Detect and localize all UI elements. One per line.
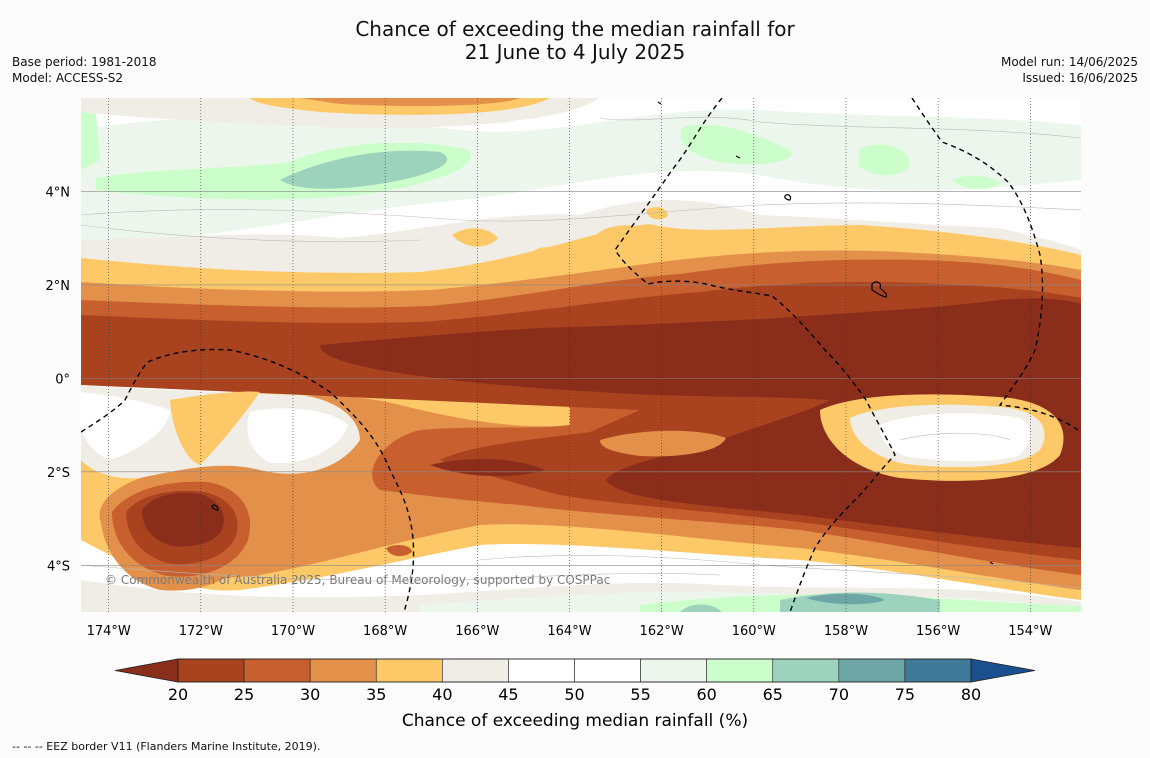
colorbar-segment-40-45 (442, 658, 509, 683)
colorbar-tick-label: 50 (564, 685, 584, 704)
lat-tick-label: 2°N (46, 279, 71, 294)
eez-border-west (81, 348, 415, 612)
colorbar-extend-low (114, 658, 179, 683)
colorbar-tick-label: 65 (763, 685, 783, 704)
colorbar (114, 658, 1036, 683)
colorbar-segment-30-35 (309, 658, 377, 683)
colorbar-tick-label: 45 (498, 685, 518, 704)
colorbar-segment-60-65 (706, 658, 774, 683)
band-45-55-west-edge (81, 392, 170, 460)
colorbar-segment-35-40 (375, 658, 443, 683)
title-line-1: Chance of exceeding the median rainfall … (355, 17, 795, 41)
grid-latitudes (81, 191, 1081, 566)
band-35-40-blob-d (646, 207, 668, 220)
colorbar-tick-label: 70 (829, 685, 849, 704)
rainfall-field: © Commonwealth of Australia 2025, Bureau… (81, 98, 1081, 612)
band-45-55-east-pocket (879, 413, 1031, 462)
base-period: Base period: 1981-2018 (12, 55, 157, 69)
colorbar-segment-50-55 (574, 658, 641, 683)
band-35-40-west-south (170, 391, 260, 465)
colorbar-segment-70-75 (838, 658, 906, 683)
colorbar-tick-label: 35 (366, 685, 386, 704)
colorbar-tick-label: 80 (961, 685, 981, 704)
colorbar-segment-75-80 (904, 658, 972, 683)
lon-tick-label: 160°W (732, 624, 776, 639)
colorbar-segment-25-30 (243, 658, 311, 683)
lat-tick-label: 4°N (46, 185, 71, 200)
latitude-tick-labels: 4°N 2°N 0° 2°S 4°S (46, 185, 71, 574)
band-below-20-sw (142, 492, 224, 547)
longitude-tick-labels: 174°W 172°W 170°W 168°W 166°W 164°W 162°W 160°W… (87, 624, 1053, 639)
colorbar-segment-55-60 (640, 658, 707, 683)
model-run: Model run: 14/06/2025 (1000, 55, 1138, 69)
eez-footnote: -- -- -- EEZ border V11 (Flanders Marine… (12, 740, 321, 753)
lat-tick-label: 4°S (47, 559, 70, 574)
meta-left: Base period: 1981-2018 Model: ACCESS-S2 (12, 54, 157, 86)
island-outline-e (735, 155, 741, 159)
colorbar-frame (177, 658, 972, 683)
band-35-40-blob-c (596, 225, 660, 249)
lon-tick-label: 166°W (455, 624, 499, 639)
island-outline-f (989, 561, 994, 565)
band-60-65-north-c (858, 144, 910, 176)
band-below-20-main (320, 298, 1081, 548)
band-45-55-west-south (247, 408, 348, 464)
band-35-40-blob-a (452, 228, 498, 247)
lon-tick-label: 156°W (916, 624, 960, 639)
colorbar-tick-labels: 20 25 30 35 40 45 50 55 60 65 70 75 80 (168, 685, 981, 704)
colorbar-extend-high (970, 658, 1036, 683)
band-25-30-small (386, 545, 412, 557)
colorbar-segment-65-70 (772, 658, 840, 683)
colorbar-segment-45-50 (508, 658, 575, 683)
lon-tick-label: 158°W (824, 624, 868, 639)
lon-tick-label: 172°W (179, 624, 223, 639)
map-title: Chance of exceeding the median rainfall … (0, 18, 1150, 64)
lon-tick-label: 164°W (547, 624, 591, 639)
colorbar-tick-label: 25 (234, 685, 254, 704)
lon-tick-label: 170°W (271, 624, 315, 639)
lat-tick-label: 2°S (47, 466, 70, 481)
colorbar-tick-label: 55 (630, 685, 650, 704)
meta-right: Model run: 14/06/2025 Issued: 16/06/2025 (1001, 54, 1138, 86)
eez-border-central (614, 98, 896, 612)
band-60-65-north-d (952, 175, 1000, 189)
band-30-35-west-pocket (285, 504, 338, 522)
issued-date: Issued: 16/06/2025 (1022, 71, 1138, 85)
band-60-65-north-b (680, 124, 792, 165)
island-outline-c (211, 504, 219, 511)
eez-borders (81, 98, 1081, 612)
copyright-notice: © Commonwealth of Australia 2025, Bureau… (105, 573, 610, 587)
colorbar-tick-label: 30 (300, 685, 320, 704)
island-outline-b (871, 281, 888, 298)
colorbar-tick-label: 75 (895, 685, 915, 704)
lon-tick-label: 162°W (640, 624, 684, 639)
colorbar-tick-label: 20 (168, 685, 188, 704)
band-30-35-central-pocket (600, 430, 726, 457)
band-65-70-north (280, 150, 448, 189)
lon-tick-label: 154°W (1008, 624, 1052, 639)
island-outline-d (657, 101, 662, 105)
coastlines (211, 101, 994, 565)
model-name: Model: ACCESS-S2 (12, 71, 124, 85)
band-65-70-south-b (680, 604, 722, 612)
band-60-65-northwest (81, 105, 100, 170)
band-55-60-north (81, 109, 1081, 245)
lon-tick-label: 168°W (363, 624, 407, 639)
eez-border-east (911, 98, 1081, 433)
colorbar-tick-label: 60 (696, 685, 716, 704)
band-35-40-blob-b (532, 247, 562, 264)
island-outline-a (784, 194, 792, 201)
colorbar-title: Chance of exceeding median rainfall (%) (402, 711, 748, 731)
title-line-2: 21 June to 4 July 2025 (464, 40, 686, 64)
colorbar-segment-20-25 (177, 658, 245, 683)
band-70-75-south (806, 593, 885, 605)
lat-tick-label: 0° (55, 372, 70, 387)
band-30-35-top (300, 98, 520, 106)
colorbar-tick-label: 40 (432, 685, 452, 704)
lon-tick-label: 174°W (87, 624, 131, 639)
